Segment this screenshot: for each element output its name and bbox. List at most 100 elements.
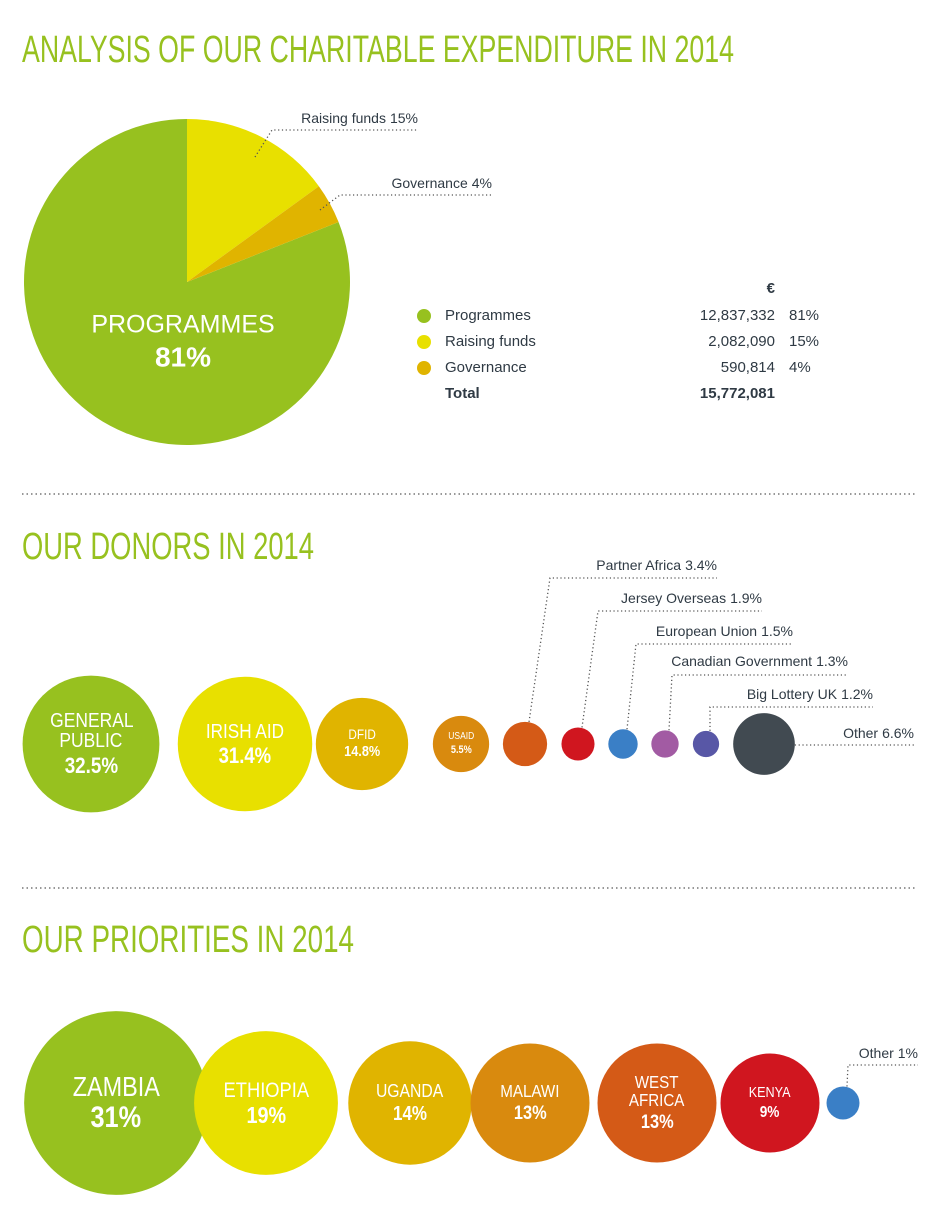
bubble-label: ZAMBIA 31% — [24, 1011, 208, 1195]
percent: 4% — [789, 359, 811, 376]
leader-line — [254, 129, 418, 158]
legend-name: Governance — [445, 359, 527, 376]
bubble-value: 14.8% — [343, 742, 380, 760]
callout-name: European Union — [656, 623, 757, 639]
currency-header: € — [767, 280, 776, 297]
bubble-name: KENYA — [749, 1085, 791, 1102]
bubble-value: 13% — [640, 1111, 674, 1133]
callout-label: Jersey Overseas 1.9% — [621, 590, 762, 606]
bubble — [24, 1011, 208, 1195]
callout-name: Partner Africa — [596, 557, 681, 573]
section-title: OUR DONORS IN 2014 — [22, 526, 314, 568]
callout-value: 1.9% — [730, 590, 762, 606]
slice-label: Programmes — [91, 311, 274, 339]
bubble-label: UGANDA 14% — [348, 1041, 471, 1164]
callout-label: Governance 4% — [391, 175, 492, 191]
bubble — [733, 713, 795, 775]
total-label: Total — [445, 385, 480, 402]
leader-line — [319, 194, 492, 211]
bubble-value: 14% — [392, 1102, 427, 1125]
bubble-value: 13% — [513, 1102, 547, 1124]
callout-name: Governance — [391, 175, 467, 191]
bubble-name: ETHIOPIA — [223, 1077, 309, 1103]
pie-slice — [23, 119, 350, 445]
bubble-name: UGANDA — [376, 1080, 444, 1102]
callout-label: Partner Africa 3.4% — [596, 557, 717, 573]
bubble — [597, 1043, 717, 1163]
callout-value: 1.2% — [841, 686, 873, 702]
bubble-name: GENERAL PUBLIC — [50, 708, 134, 753]
section-title: ANALYSIS OF OUR CHARITABLE EXPENDITURE I… — [22, 29, 734, 71]
bubble-value: 31.4% — [218, 742, 272, 768]
bubble-name: WEST AFRICA — [629, 1072, 685, 1110]
legend-dot — [417, 335, 431, 349]
callout-label: Big Lottery UK 1.2% — [747, 686, 873, 702]
bubble — [608, 729, 638, 759]
bubble-label: KENYA 9% — [721, 1054, 820, 1153]
bubble-name: USAID — [447, 731, 474, 743]
bubble-label: MALAWI 13% — [471, 1044, 590, 1163]
bubble — [194, 1031, 338, 1175]
bubble — [651, 730, 679, 758]
callout-value: 15% — [390, 110, 418, 126]
slice-value: 81% — [155, 341, 211, 372]
bubble — [348, 1041, 472, 1165]
pie-slice — [187, 119, 319, 282]
percent: 15% — [789, 333, 819, 350]
bubble-value: 32.5% — [64, 752, 118, 778]
leader-line — [709, 706, 873, 731]
total-amount: 15,772,081 — [700, 385, 775, 402]
leader-line — [846, 1064, 918, 1087]
amount: 12,837,332 — [700, 307, 775, 324]
bubble — [315, 697, 409, 791]
bubble — [432, 715, 490, 773]
bubble — [692, 730, 720, 758]
callout-value: 6.6% — [882, 725, 914, 741]
callout-name: Raising funds — [301, 110, 386, 126]
callout-value: 1.5% — [761, 623, 793, 639]
bubble-value: 9% — [760, 1102, 780, 1121]
callout-label: Raising funds 15% — [301, 110, 418, 126]
legend-dot — [417, 361, 431, 375]
callout-label: Other 1% — [859, 1045, 918, 1061]
amount: 2,082,090 — [708, 333, 775, 350]
percent: 81% — [789, 307, 819, 324]
callout-name: Other — [859, 1045, 894, 1061]
callout-value: 1.3% — [816, 653, 848, 669]
callout-value: 4% — [472, 175, 492, 191]
callout-name: Canadian Government — [671, 653, 812, 669]
bubble-label: IRISH AID 31.4% — [178, 677, 312, 811]
bubble-name: ZAMBIA — [72, 1070, 160, 1102]
callout-label: Canadian Government 1.3% — [671, 653, 848, 669]
bubble-value: 19% — [246, 1101, 286, 1128]
callout-value: 1% — [898, 1045, 918, 1061]
legend-dot — [417, 309, 431, 323]
callout-label: Other 6.6% — [843, 725, 914, 741]
callout-label: European Union 1.5% — [656, 623, 793, 639]
bubble — [177, 676, 313, 812]
bubble-label: USAID 5.5% — [433, 716, 489, 772]
pie-slice — [187, 186, 339, 282]
bubble-value: 5.5% — [450, 744, 472, 757]
bubble-name: IRISH AID — [205, 720, 285, 743]
bubble — [502, 721, 548, 767]
amount: 590,814 — [721, 359, 775, 376]
bubble-label: DFID 14.8% — [316, 698, 408, 790]
bubble-value: 31% — [90, 1101, 142, 1135]
callout-name: Jersey Overseas — [621, 590, 726, 606]
callout-name: Other — [843, 725, 878, 741]
bubble — [470, 1043, 590, 1163]
callout-name: Big Lottery UK — [747, 686, 838, 702]
bubble-name: DFID — [348, 726, 376, 743]
bubble-label: ETHIOPIA 19% — [194, 1031, 338, 1175]
legend-name: Raising funds — [445, 333, 536, 350]
bubble — [22, 675, 160, 813]
leader-line — [626, 643, 793, 730]
callout-value: 3.4% — [685, 557, 717, 573]
bubble — [561, 727, 595, 761]
bubble — [826, 1086, 860, 1120]
bubble-name: MALAWI — [500, 1080, 560, 1101]
bubble — [720, 1053, 820, 1153]
